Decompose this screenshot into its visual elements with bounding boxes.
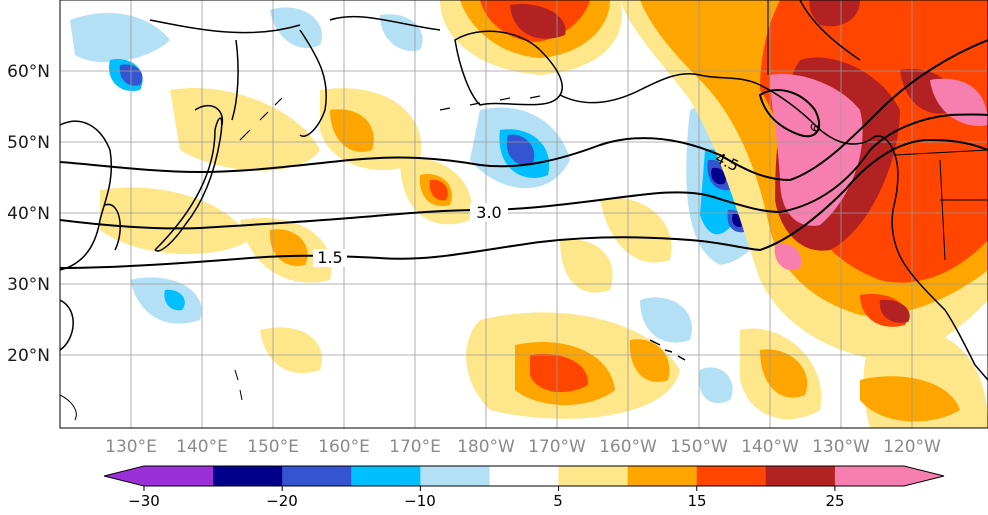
lon-label-160e: 160°E	[318, 437, 370, 457]
colorbar-cell	[420, 466, 490, 486]
colorbar-cell	[834, 466, 944, 486]
contour-label-1-5: 1.5	[317, 248, 342, 267]
contour-lines	[60, 39, 988, 269]
lon-label-130e: 130°E	[105, 437, 157, 457]
colorbar-tick-label: −20	[266, 492, 298, 510]
lon-label-170w: 170°W	[528, 437, 586, 457]
colorbar-cell	[213, 466, 283, 486]
lat-label-50n: 50°N	[7, 133, 50, 153]
colorbar-cell	[765, 466, 836, 486]
colorbar-cell	[282, 466, 352, 486]
contour-labels: 1.5 3.0 4.5 6	[313, 122, 825, 267]
colorbar-cell	[558, 466, 629, 486]
colorbar: −30 −20 −10 5 15 25	[103, 465, 945, 510]
lon-label-140w: 140°W	[741, 437, 799, 457]
lat-label-30n: 30°N	[7, 275, 50, 295]
lon-label-150e: 150°E	[247, 437, 299, 457]
lon-label-130w: 130°W	[812, 437, 870, 457]
colorbar-tick-label: 5	[553, 492, 563, 510]
colorbar-tick-label: 15	[687, 492, 706, 510]
colorbar-tick-label: −10	[404, 492, 436, 510]
colorbar-tick-label: −30	[128, 492, 160, 510]
lon-labels: 130°E 140°E 150°E 160°E 170°E 180°W 170°…	[105, 437, 941, 457]
contour-label-3-0: 3.0	[476, 203, 501, 222]
coastlines	[60, 0, 988, 421]
lat-label-60n: 60°N	[7, 62, 50, 82]
anomaly-shading	[70, 0, 988, 428]
lon-label-140e: 140°E	[176, 437, 228, 457]
lat-labels: 60°N 50°N 40°N 30°N 20°N	[7, 62, 50, 366]
colorbar-cell	[351, 466, 421, 486]
lon-label-160w: 160°W	[599, 437, 657, 457]
lon-label-150w: 150°W	[670, 437, 728, 457]
colorbar-cell	[696, 466, 767, 486]
lat-label-40n: 40°N	[7, 204, 50, 224]
graticule	[60, 0, 988, 428]
colorbar-cell	[627, 466, 698, 486]
colorbar-tick-label: 25	[825, 492, 844, 510]
lon-label-180w: 180°W	[457, 437, 515, 457]
lat-label-20n: 20°N	[7, 346, 50, 366]
map-frame	[59, 0, 988, 429]
lon-label-120w: 120°W	[883, 437, 941, 457]
colorbar-cell	[489, 466, 560, 486]
lon-label-170e: 170°E	[389, 437, 441, 457]
colorbar-cell	[104, 466, 214, 486]
